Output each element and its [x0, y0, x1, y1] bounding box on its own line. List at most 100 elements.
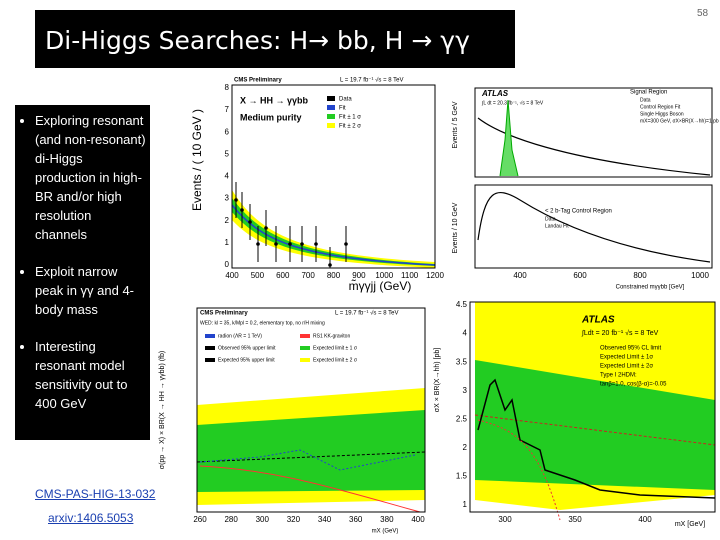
plot-text: m̃γγjj (GeV)	[349, 278, 412, 293]
data-point	[248, 220, 252, 224]
plot-text: 600	[276, 271, 290, 280]
plot-text: RS1 KK-graviton	[313, 333, 350, 339]
data-point	[288, 242, 292, 246]
plot-text: 1200	[426, 271, 444, 280]
legend-swatch	[327, 123, 335, 128]
plot-text: Control Region Fit	[640, 104, 681, 110]
data-point	[256, 242, 260, 246]
plot-text: Fit	[339, 106, 346, 112]
legend-swatch	[205, 334, 215, 338]
plot-text: Events / 10 GeV	[452, 202, 459, 253]
plot-text: L = 19.7 fb⁻¹ √s = 8 TeV	[335, 310, 399, 317]
plot-frame	[231, 84, 436, 269]
bullet: Exploring resonant (and non-resonant) di…	[35, 111, 146, 244]
plot-text: X → HH → γγbb	[240, 95, 309, 105]
plot-text: Type I 2HDM:	[600, 373, 637, 379]
fit-curve	[477, 117, 711, 176]
plot-text: 1.5	[456, 472, 468, 481]
plot-text: Expected Limit ± 1σ	[600, 355, 653, 361]
plot-text: σX × BR(X→hh) [pb]	[434, 348, 441, 412]
plot-text: ATLAS	[581, 315, 615, 326]
page-number: 58	[697, 8, 709, 19]
plot-text: tanβ=1.0, cos(β-α)=-0.05	[600, 382, 667, 388]
plot-text: 400	[411, 515, 425, 524]
plot-text: mX (GeV)	[372, 529, 399, 535]
plot-text: radion (ΛR = 1 TeV)	[218, 333, 262, 339]
plot-text: 400	[513, 271, 527, 280]
plot-text: CMS Preliminary	[234, 78, 282, 84]
expected-line	[474, 414, 716, 446]
signal-peak	[499, 99, 519, 177]
bullet: Interesting resonant model sensitivity o…	[35, 337, 146, 413]
plot-text: 1000	[375, 271, 393, 280]
plot-text: Fit ± 2 σ	[339, 124, 361, 130]
plot-text: CMS Preliminary	[200, 311, 248, 317]
link[interactable]: arxiv:1406.5053	[48, 511, 134, 525]
plot-text: 500	[251, 271, 265, 280]
plot-text: 8	[225, 83, 230, 92]
plot-text: Data	[545, 216, 556, 222]
bullet-box: Exploring resonant (and non-resonant) di…	[15, 105, 150, 440]
plot-text: L = 19.7 fb⁻¹ √s = 8 TeV	[340, 77, 404, 84]
observed-line	[199, 449, 416, 471]
plot-text: Events / 5 GeV	[452, 101, 459, 148]
fit-line	[231, 204, 436, 266]
data-point	[300, 242, 304, 246]
plot-text: 340	[318, 515, 332, 524]
plot-text: 3.5	[456, 357, 468, 366]
plot-text: 300	[498, 515, 512, 524]
legend-swatch	[327, 96, 335, 101]
plot-frame	[474, 184, 713, 269]
plot-text: WED: kl = 35, k/Mpl = 0.2, elementary to…	[200, 320, 325, 326]
plot-text: 400	[638, 515, 652, 524]
plot-text: 260	[193, 515, 207, 524]
plot-text: 600	[573, 271, 587, 280]
legend-swatch	[300, 358, 310, 362]
plot-text: Data	[640, 97, 651, 103]
plot-frame	[474, 87, 713, 178]
plot-text: Medium purity	[240, 112, 302, 122]
plot-text: Single Higgs Boson	[640, 111, 684, 117]
plot-text: 4.5	[456, 300, 468, 309]
plot-text: Expected limit ± 1 σ	[313, 345, 358, 351]
plot-text: 6	[225, 127, 230, 136]
plot-text: 400	[225, 271, 239, 280]
plot-text: ∫Ldt = 20 fb⁻¹ √s = 8 TeV	[581, 329, 659, 337]
plot-text: Constrained mγγbb [GeV]	[616, 285, 685, 291]
plot-text: 300	[256, 515, 270, 524]
plot-text: 320	[287, 515, 301, 524]
plot-text: 4	[225, 172, 230, 181]
plot-text: Observed 95% CL limit	[600, 346, 661, 352]
plot-text: 3	[225, 194, 230, 203]
plot-text: 800	[327, 271, 341, 280]
title: Di-Higgs Searches: H→ bb, H → γγ	[35, 10, 515, 68]
plot-text: 5	[225, 149, 230, 158]
plot-text: 900	[352, 271, 366, 280]
bullet: Exploit narrow peak in γγ and 4-body mas…	[35, 262, 146, 319]
plot-text: 1	[463, 500, 468, 509]
plot-text: Data	[339, 97, 352, 103]
plot-text: Expected Limit ± 2σ	[600, 364, 653, 370]
plot-text: 280	[224, 515, 238, 524]
link[interactable]: CMS-PAS-HIG-13-032	[35, 487, 156, 501]
plot-text: ∫L dt = 20.3 fb⁻¹, √s = 8 TeV	[481, 99, 544, 106]
legend-swatch	[327, 105, 335, 110]
data-point	[328, 263, 332, 267]
plot-text: Signal Region	[630, 90, 667, 96]
plot-text: 7	[225, 105, 230, 114]
plot-text: 1000	[691, 271, 709, 280]
band-1s	[475, 360, 715, 490]
plot-text: 0	[225, 260, 230, 269]
band-2s	[232, 190, 435, 268]
legend-swatch	[205, 358, 215, 362]
plot-text: < 2 b-Tag Control Region	[545, 209, 612, 215]
plot-text: 2	[463, 443, 468, 452]
data-point	[314, 242, 318, 246]
plot-text: 800	[633, 271, 647, 280]
plot-frame	[196, 307, 426, 513]
observed-line	[477, 378, 716, 499]
data-point	[274, 242, 278, 246]
data-point	[234, 198, 238, 202]
